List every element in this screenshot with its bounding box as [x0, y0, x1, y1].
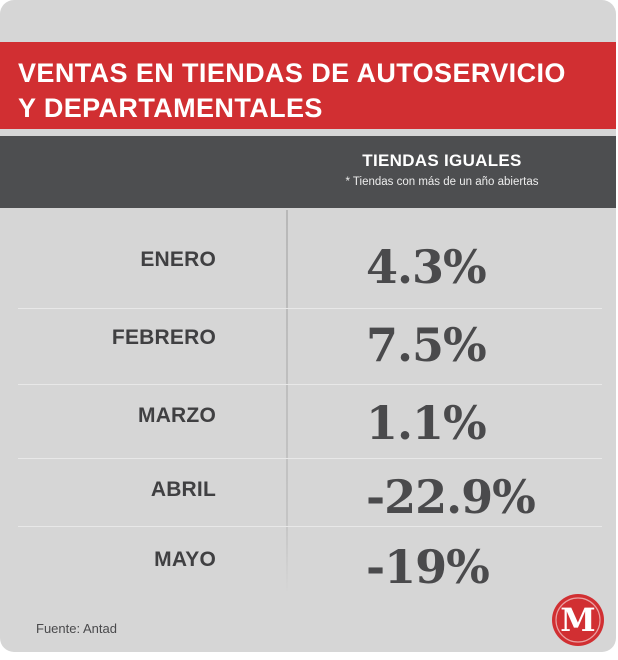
sales-value: 7.5% — [366, 318, 487, 372]
column-divider — [286, 210, 288, 594]
sales-value: -22.9% — [366, 470, 536, 524]
sales-value: -19% — [366, 540, 490, 594]
sales-value: 1.1% — [366, 396, 487, 450]
month-label: FEBRERO — [111, 326, 216, 349]
title-band: VENTAS EN TIENDAS DE AUTOSERVICIO Y DEPA… — [0, 42, 616, 129]
column-header-band: TIENDAS IGUALES * Tiendas con más de un … — [0, 136, 616, 208]
month-label: MARZO — [138, 404, 216, 427]
row-separator — [18, 458, 602, 459]
infographic-title: VENTAS EN TIENDAS DE AUTOSERVICIO Y DEPA… — [18, 58, 566, 123]
milenio-m-logo-icon: M — [552, 594, 604, 646]
row-separator — [18, 384, 602, 385]
sales-value: 4.3% — [366, 240, 487, 294]
row-separator — [18, 526, 602, 527]
column-header-title: TIENDAS IGUALES — [362, 151, 522, 170]
month-label: MAYO — [154, 548, 216, 571]
month-label: ABRIL — [150, 478, 216, 501]
logo-letter: M — [560, 601, 595, 639]
row-separator — [18, 308, 602, 309]
source-note: Fuente: Antad — [36, 621, 117, 636]
column-header-footnote: * Tiendas con más de un año abiertas — [345, 176, 539, 188]
month-label: ENERO — [140, 248, 216, 271]
